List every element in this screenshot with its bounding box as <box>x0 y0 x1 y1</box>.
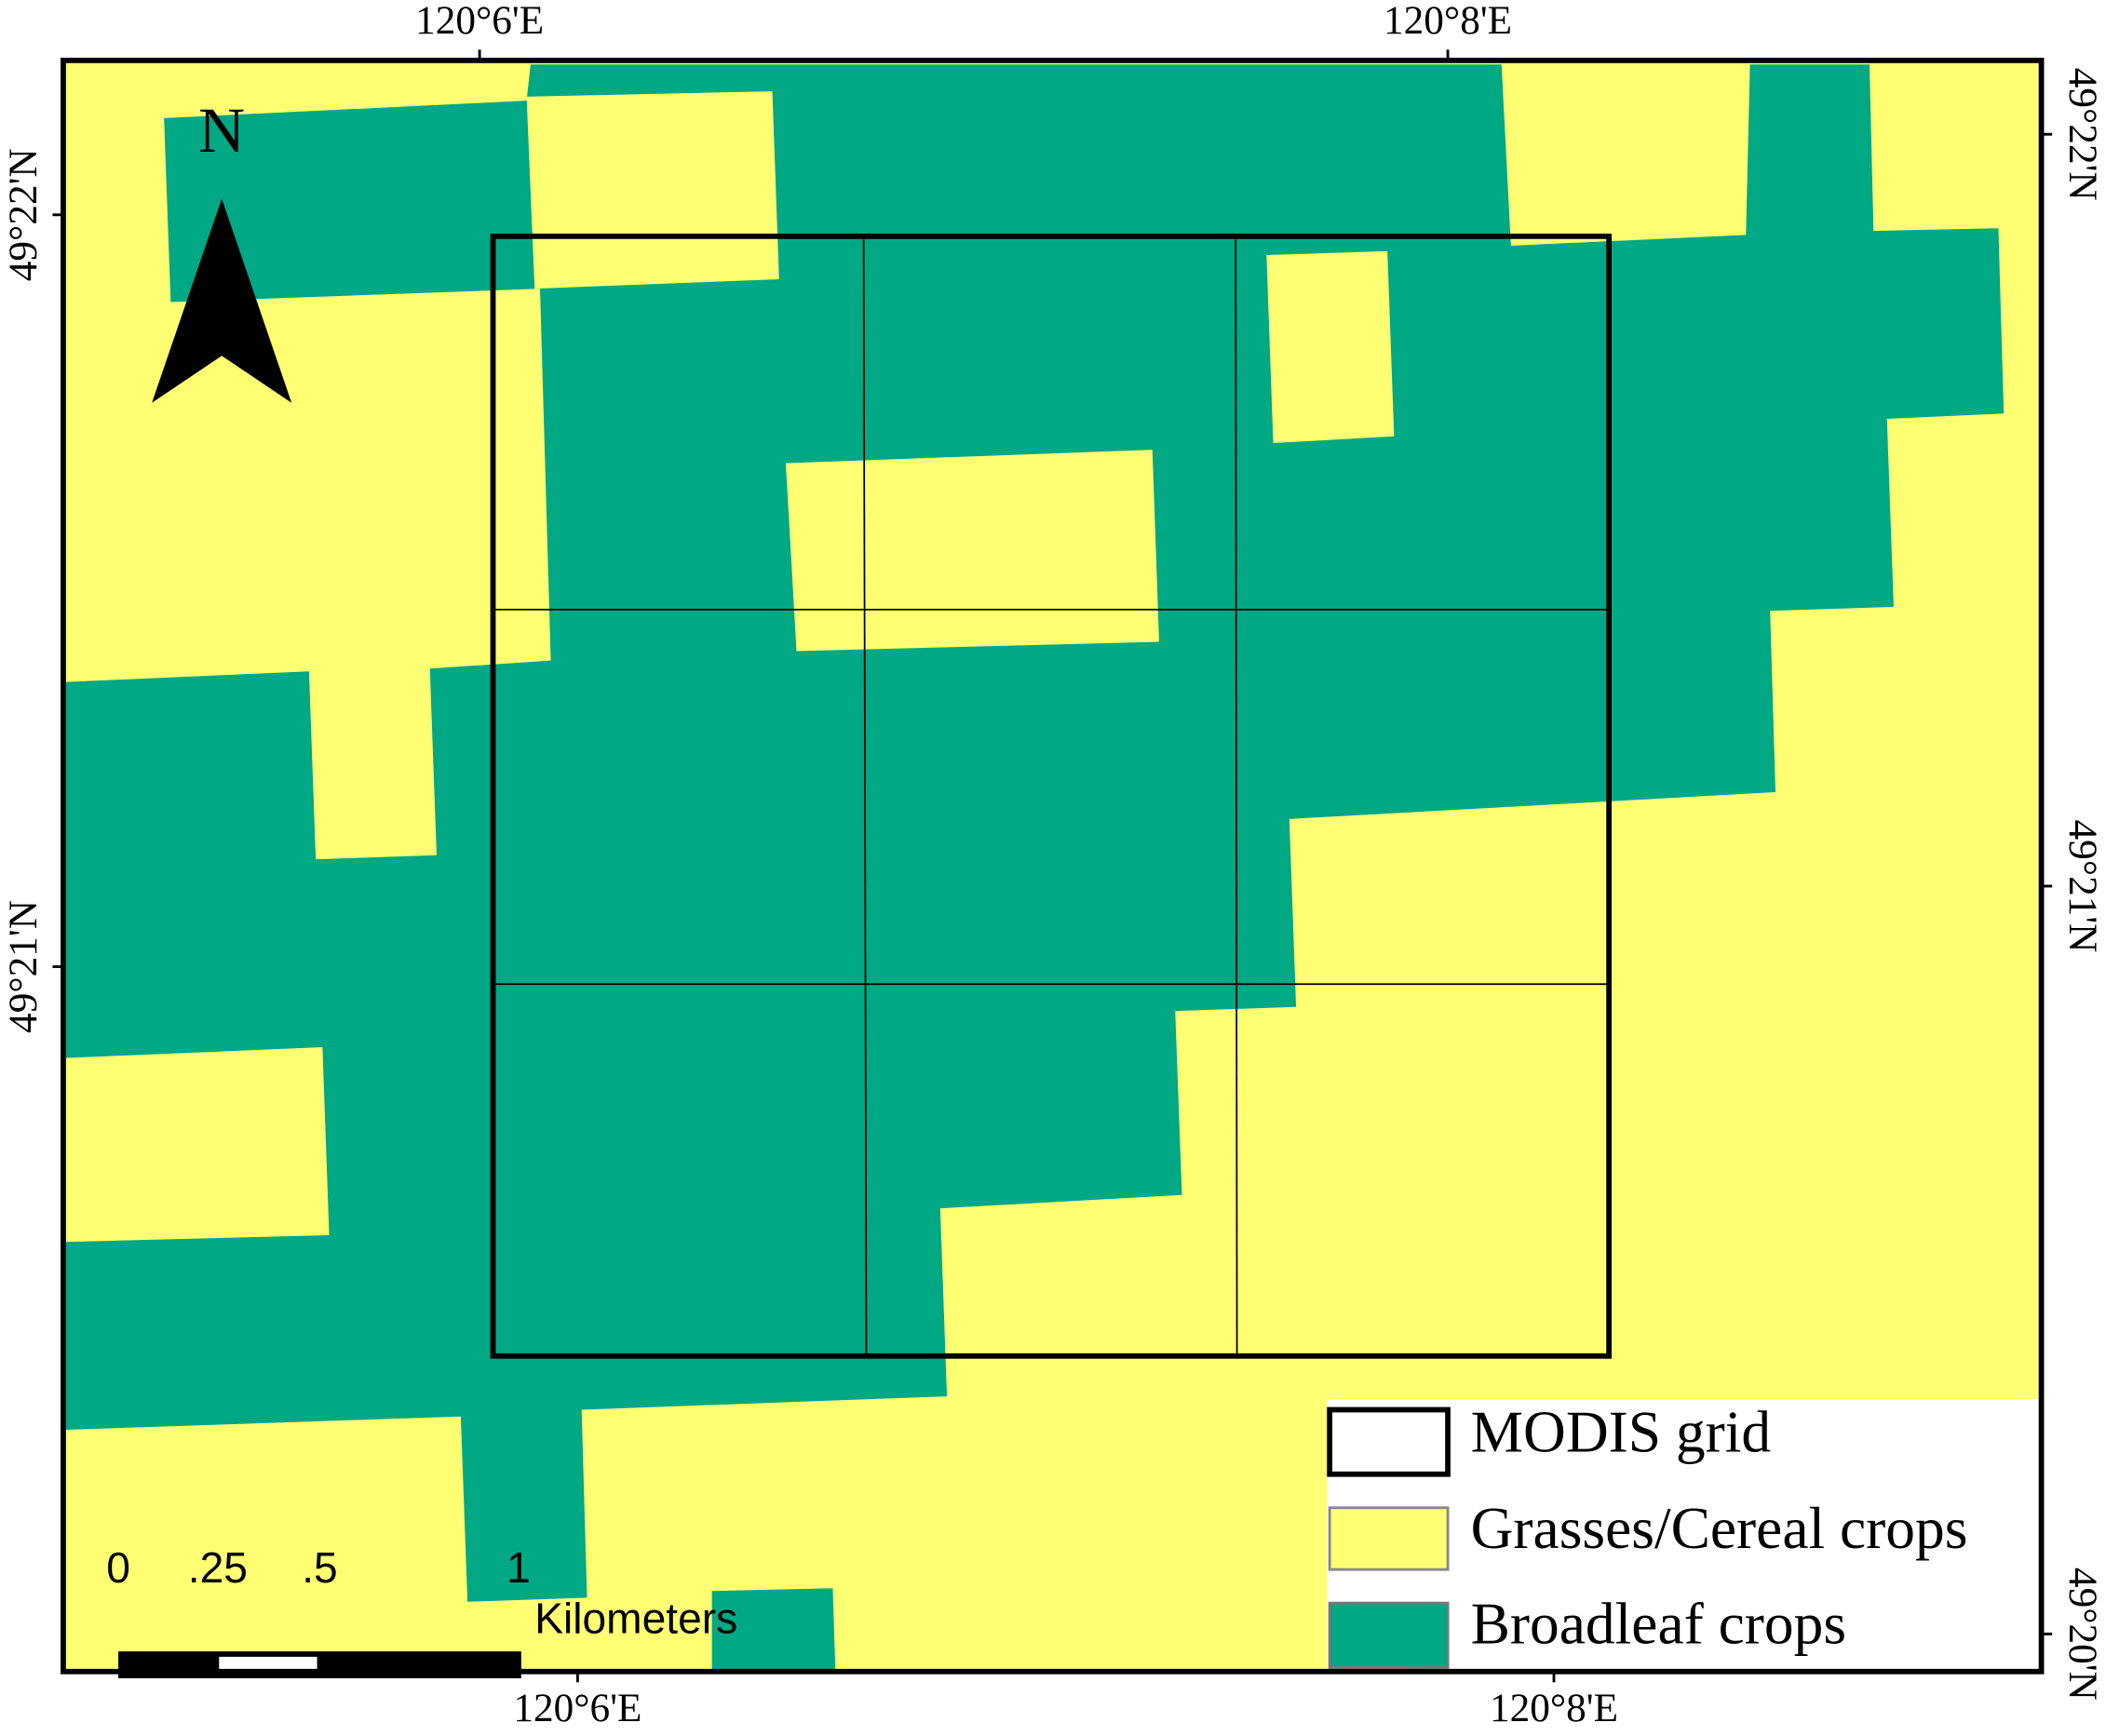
grass-area <box>526 91 779 289</box>
map-frame <box>61 58 2045 1675</box>
lon-label: 120°6'E <box>415 0 544 43</box>
grid-line <box>862 236 868 1356</box>
grid-outline <box>490 233 1613 1359</box>
lon-label: 120°8'E <box>1384 0 1512 43</box>
scale-unit: Kilometers <box>534 1595 737 1643</box>
grass-area <box>785 450 1159 652</box>
modis-grid <box>490 233 1613 1359</box>
lon-label: 120°6'E <box>513 1686 641 1730</box>
grid-line <box>1235 236 1238 1356</box>
lat-label: 49°22'N <box>2060 68 2105 201</box>
legend-label: Broadleaf crops <box>1471 1591 1846 1657</box>
legend-label: MODIS grid <box>1471 1398 1772 1464</box>
lon-label: 120°8'E <box>1490 1686 1618 1730</box>
legend-swatch <box>1328 1506 1450 1571</box>
scale-label: .5 <box>302 1543 337 1592</box>
legend-label: Grasses/Cereal crops <box>1471 1495 1968 1561</box>
broadleaf-area <box>64 64 2005 1602</box>
lat-label: 49°21'N <box>1 900 46 1033</box>
coordinate-ticks <box>52 49 2053 1683</box>
lat-label: 49°21'N <box>2060 820 2105 953</box>
north-label: N <box>198 94 245 166</box>
grass-area <box>1266 250 1395 443</box>
broadleaf-area <box>711 1588 836 1672</box>
legend-swatch <box>1327 1406 1451 1477</box>
lat-label: 49°22'N <box>1 148 46 281</box>
lat-label: 49°20'N <box>2060 1568 2105 1701</box>
scale-label: 1 <box>506 1543 531 1592</box>
scale-label: .25 <box>188 1543 248 1592</box>
scale-label: 0 <box>106 1543 130 1592</box>
north-arrow <box>152 198 292 403</box>
legend-swatch <box>1328 1601 1450 1669</box>
